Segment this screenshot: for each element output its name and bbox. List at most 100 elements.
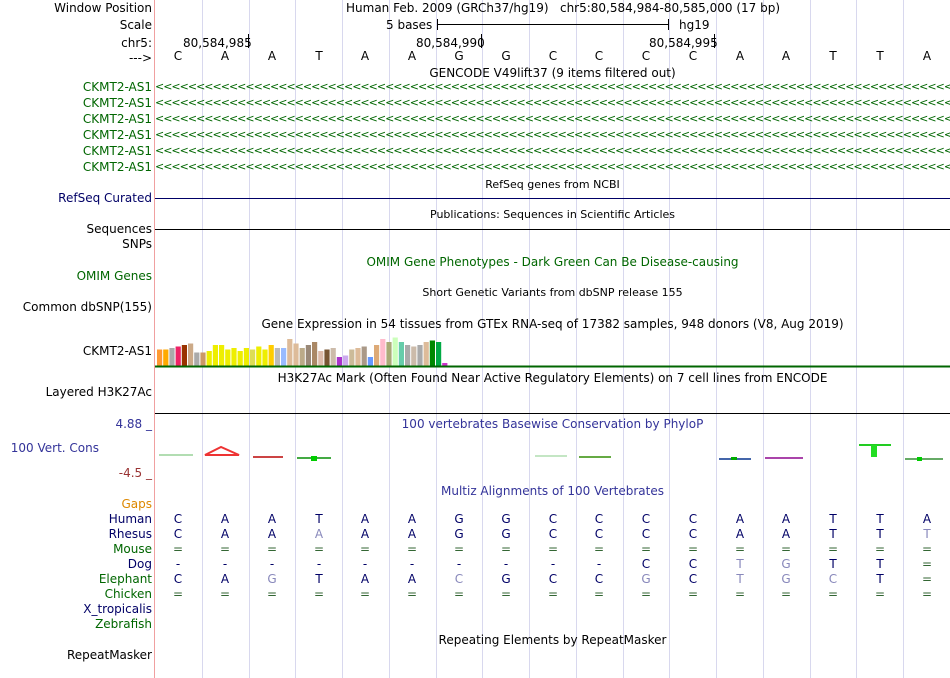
label-strand[interactable]: ---> bbox=[128, 51, 152, 65]
gtex-bar[interactable] bbox=[287, 339, 293, 366]
gtex-bar[interactable] bbox=[194, 352, 200, 367]
alignment-base: G bbox=[641, 572, 651, 586]
alignment-base: C bbox=[173, 527, 183, 541]
gtex-bar[interactable] bbox=[200, 352, 206, 367]
label-h3k27ac[interactable]: Layered H3K27Ac bbox=[45, 385, 152, 399]
label-species-human[interactable]: Human bbox=[108, 512, 152, 526]
gtex-bar-chart[interactable] bbox=[155, 331, 950, 371]
gtex-bar[interactable] bbox=[293, 343, 299, 367]
label-species-zebrafish[interactable]: Zebrafish bbox=[95, 617, 152, 631]
gencode-transcript[interactable]: <<<<<<<<<<<<<<<<<<<<<<<<<<<<<<<<<<<<<<<<… bbox=[155, 144, 950, 157]
label-cons[interactable]: 100 Vert. Cons bbox=[10, 441, 99, 455]
label-gencode-gene[interactable]: CKMT2-AS1 bbox=[82, 128, 152, 142]
gtex-bar[interactable] bbox=[386, 342, 392, 366]
gtex-bar[interactable] bbox=[436, 342, 442, 366]
gencode-transcript[interactable]: <<<<<<<<<<<<<<<<<<<<<<<<<<<<<<<<<<<<<<<<… bbox=[155, 80, 950, 93]
gtex-bar[interactable] bbox=[442, 363, 448, 366]
label-gtex-gene[interactable]: CKMT2-AS1 bbox=[82, 344, 152, 358]
gtex-bar[interactable] bbox=[299, 348, 305, 366]
label-species-rhesus[interactable]: Rhesus bbox=[108, 527, 152, 541]
gencode-transcript[interactable]: <<<<<<<<<<<<<<<<<<<<<<<<<<<<<<<<<<<<<<<<… bbox=[155, 96, 950, 109]
ruler-tick-label: 80,584,985 bbox=[183, 36, 252, 50]
gtex-bar[interactable] bbox=[349, 349, 355, 367]
gencode-transcript[interactable]: <<<<<<<<<<<<<<<<<<<<<<<<<<<<<<<<<<<<<<<<… bbox=[155, 128, 950, 141]
alignment-base: A bbox=[267, 512, 277, 526]
gtex-bar[interactable] bbox=[398, 342, 404, 366]
gtex-bar[interactable] bbox=[405, 345, 411, 366]
label-gencode-gene[interactable]: CKMT2-AS1 bbox=[82, 96, 152, 110]
label-dbsnp[interactable]: Common dbSNP(155) bbox=[22, 300, 152, 314]
alignment-base: - bbox=[409, 557, 415, 571]
gtex-bar[interactable] bbox=[188, 343, 194, 367]
gtex-bar[interactable] bbox=[343, 355, 349, 367]
label-refseq[interactable]: RefSeq Curated bbox=[58, 191, 152, 205]
gtex-bar[interactable] bbox=[175, 346, 181, 367]
gencode-transcript[interactable]: <<<<<<<<<<<<<<<<<<<<<<<<<<<<<<<<<<<<<<<<… bbox=[155, 160, 950, 173]
gtex-bar[interactable] bbox=[374, 345, 380, 366]
gtex-bar[interactable] bbox=[281, 348, 287, 366]
gtex-bar[interactable] bbox=[411, 346, 417, 367]
gtex-bar[interactable] bbox=[225, 349, 231, 367]
gtex-bar[interactable] bbox=[157, 349, 163, 367]
label-gencode-gene[interactable]: CKMT2-AS1 bbox=[82, 144, 152, 158]
alignment-base: A bbox=[220, 512, 230, 526]
gtex-bar[interactable] bbox=[181, 345, 187, 366]
gtex-bar[interactable] bbox=[336, 357, 342, 366]
sequence-base: A bbox=[781, 49, 791, 63]
gtex-bar[interactable] bbox=[237, 351, 243, 366]
gtex-bar[interactable] bbox=[367, 357, 373, 366]
label-gencode-gene[interactable]: CKMT2-AS1 bbox=[82, 80, 152, 94]
gtex-bar[interactable] bbox=[312, 342, 318, 366]
gtex-bar[interactable] bbox=[169, 348, 175, 366]
label-species-mouse[interactable]: Mouse bbox=[113, 542, 152, 556]
gtex-bar[interactable] bbox=[163, 349, 169, 367]
gtex-bar[interactable] bbox=[355, 348, 361, 366]
alignment-base: G bbox=[501, 527, 511, 541]
label-species-chicken[interactable]: Chicken bbox=[104, 587, 152, 601]
label-species-dog[interactable]: Dog bbox=[127, 557, 152, 571]
gtex-bar[interactable] bbox=[212, 345, 218, 366]
gtex-bar[interactable] bbox=[423, 342, 429, 366]
sequences-line[interactable] bbox=[155, 229, 950, 230]
label-species-elephant[interactable]: Elephant bbox=[98, 572, 152, 586]
alignment-base: C bbox=[454, 572, 464, 586]
conservation-plot[interactable] bbox=[155, 435, 950, 475]
label-snps[interactable]: SNPs bbox=[122, 237, 152, 251]
gtex-bar[interactable] bbox=[305, 345, 311, 366]
cons-mark bbox=[917, 457, 922, 461]
alignment-base: = bbox=[734, 587, 746, 601]
gencode-transcript[interactable]: <<<<<<<<<<<<<<<<<<<<<<<<<<<<<<<<<<<<<<<<… bbox=[155, 112, 950, 125]
gtex-bar[interactable] bbox=[380, 339, 386, 366]
gtex-bar[interactable] bbox=[429, 340, 435, 367]
gtex-bar[interactable] bbox=[417, 345, 423, 366]
label-gencode-gene[interactable]: CKMT2-AS1 bbox=[82, 112, 152, 126]
gtex-bar[interactable] bbox=[330, 348, 336, 366]
grid-line bbox=[716, 0, 717, 678]
label-omim[interactable]: OMIM Genes bbox=[76, 269, 152, 283]
label-sequences[interactable]: Sequences bbox=[86, 222, 152, 236]
gtex-bar[interactable] bbox=[256, 346, 262, 367]
gtex-bar[interactable] bbox=[318, 351, 324, 366]
gtex-bar[interactable] bbox=[262, 349, 268, 367]
alignment-base: G bbox=[267, 572, 277, 586]
h3k27ac-baseline[interactable] bbox=[155, 413, 950, 414]
gtex-bar[interactable] bbox=[324, 349, 330, 367]
gtex-bar[interactable] bbox=[206, 351, 212, 366]
scale-label: 5 bases bbox=[386, 18, 433, 32]
label-repeatmasker[interactable]: RepeatMasker bbox=[66, 648, 152, 662]
label-gencode-gene[interactable]: CKMT2-AS1 bbox=[82, 160, 152, 174]
gtex-bar[interactable] bbox=[361, 346, 367, 367]
gtex-bar[interactable] bbox=[243, 348, 249, 366]
label-gaps[interactable]: Gaps bbox=[121, 497, 152, 511]
gtex-bar[interactable] bbox=[219, 345, 225, 366]
gtex-bar[interactable] bbox=[392, 337, 398, 367]
gtex-bar[interactable] bbox=[274, 348, 280, 366]
track-image[interactable]: Human Feb. 2009 (GRCh37/hg19) chr5:80,58… bbox=[155, 0, 950, 678]
gtex-bar[interactable] bbox=[250, 349, 256, 367]
label-species-xtropicalis[interactable]: X_tropicalis bbox=[83, 602, 152, 616]
alignment-base: = bbox=[921, 542, 933, 556]
gtex-bar[interactable] bbox=[268, 345, 274, 366]
alignment-base: = bbox=[266, 542, 278, 556]
refseq-line[interactable] bbox=[155, 198, 950, 199]
gtex-bar[interactable] bbox=[231, 348, 237, 366]
